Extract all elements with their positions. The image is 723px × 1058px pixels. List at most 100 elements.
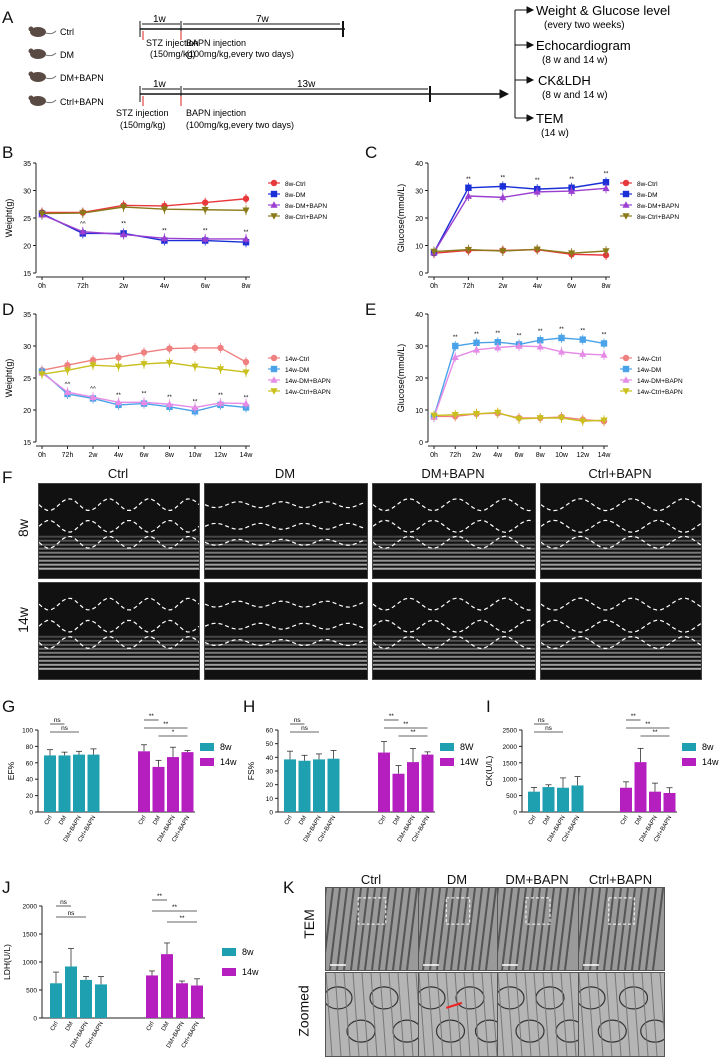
tissue-band [541, 547, 701, 550]
myofibril [445, 973, 453, 1056]
tissue-band [541, 647, 701, 650]
data-point [140, 398, 148, 406]
myofibril [472, 973, 480, 1056]
data-point [165, 359, 174, 367]
significance-label: ns [68, 910, 76, 917]
legend-label: 8w-DM [285, 192, 306, 199]
data-point [38, 371, 46, 378]
legend-label: 14w-DM+BAPN [285, 378, 331, 385]
sarcomere-band [436, 888, 448, 970]
y-tick-label: 20 [266, 782, 274, 789]
group-dm: DM [60, 50, 74, 60]
myofibril [632, 973, 640, 1056]
y-tick-label: 40 [26, 777, 34, 784]
y-tick-label: 50 [266, 741, 274, 748]
significance-label: ** [410, 729, 416, 736]
echo-image-8w-ctrlbapn [540, 483, 702, 579]
tissue-band [373, 663, 535, 666]
t2-wk1: 1w [153, 79, 167, 90]
bar [161, 954, 173, 1018]
y-tick-label: 2000 [23, 904, 38, 911]
series-8w-Ctrl+BAPN [430, 244, 610, 259]
significance-label: ** [631, 713, 637, 720]
tem-col-ctrlbapn: Ctrl+BAPN [588, 872, 653, 887]
echo-image-8w-dmbapn [372, 483, 536, 579]
wall-trace [39, 535, 199, 549]
data-point [602, 184, 610, 192]
tissue-band [373, 555, 535, 558]
tem-image-zoomed-ctrl [325, 972, 419, 1057]
tissue-band [541, 643, 701, 646]
bar [87, 754, 100, 812]
tem-col-dm: DM [446, 872, 468, 887]
sarcomere-band [536, 888, 548, 970]
series-8w-Ctrl+BAPN [38, 202, 250, 219]
series-8w [528, 776, 584, 812]
x-tick-label: 2w [119, 283, 129, 290]
significance-label: ns [301, 725, 309, 732]
tissue-band [541, 663, 701, 666]
bar [95, 984, 107, 1018]
bar [620, 787, 632, 812]
tem-row-zoomed: Zoomed [295, 985, 312, 1037]
significance-mark: ** [559, 327, 564, 333]
data-point [140, 361, 148, 368]
wall-trace [39, 619, 199, 633]
x-tick-label: 10w [189, 452, 203, 459]
significance-label: * [172, 729, 175, 736]
tissue-band [205, 639, 367, 642]
echo-image-14w-ctrl [38, 582, 200, 680]
data-point [114, 363, 123, 371]
y-tick-label: 80 [26, 744, 34, 751]
legend-label: 14w [702, 757, 719, 767]
bar [50, 983, 62, 1018]
y-tick-label: 10 [266, 796, 274, 803]
data-point [515, 416, 523, 423]
tissue-band [373, 639, 535, 642]
tissue-band [541, 659, 701, 662]
sarcomere-band [515, 888, 527, 970]
legend-label: 8w-Ctrl [637, 181, 658, 188]
series-14w-Ctrl+BAPN [38, 357, 250, 380]
zoom-box [445, 897, 471, 925]
y-axis-label: Glucose(mmol/L) [396, 184, 406, 253]
y-tick-label: 20 [26, 793, 34, 800]
y-tick-label: 2500 [503, 728, 518, 735]
measure-3: CK&LDH [538, 73, 591, 88]
significance-label: ** [403, 721, 409, 728]
tissue-band [205, 559, 367, 562]
data-point [465, 184, 472, 191]
data-point [464, 246, 472, 254]
legend-marker [270, 190, 278, 198]
mitochondrion [597, 1019, 627, 1043]
tem-image-zoomed-dm [418, 972, 498, 1057]
tissue-band [373, 643, 535, 646]
data-point [201, 206, 209, 214]
y-axis-label: Glucose(mmol/L) [396, 344, 406, 413]
legend-label: 8w-DM+BAPN [637, 203, 679, 210]
x-tick-label: Ctrl [528, 815, 538, 826]
sarcomere-band [522, 888, 534, 970]
sarcomere-band [589, 888, 601, 970]
y-tick-label: 0 [33, 1016, 37, 1023]
measure-3-sub: (8 w and 14 w) [542, 90, 608, 101]
tissue-band [39, 539, 199, 542]
echo-col-ctrlbapn: Ctrl+BAPN [588, 466, 652, 481]
sarcomere-band [501, 888, 513, 970]
series-14w-DM+BAPN [430, 341, 608, 423]
data-point [160, 234, 168, 242]
tissue-band [373, 651, 535, 654]
sarcomere-band [457, 888, 469, 970]
t2-stz: STZ injection [116, 108, 169, 118]
myofibril [623, 973, 631, 1056]
bar [421, 754, 434, 812]
data-point [557, 347, 566, 355]
legend-marker [270, 388, 278, 395]
myofibril [515, 973, 523, 1056]
y-tick-label: 1000 [503, 777, 518, 784]
tissue-band [39, 547, 199, 550]
data-point [494, 409, 502, 417]
tissue-band [39, 655, 199, 658]
